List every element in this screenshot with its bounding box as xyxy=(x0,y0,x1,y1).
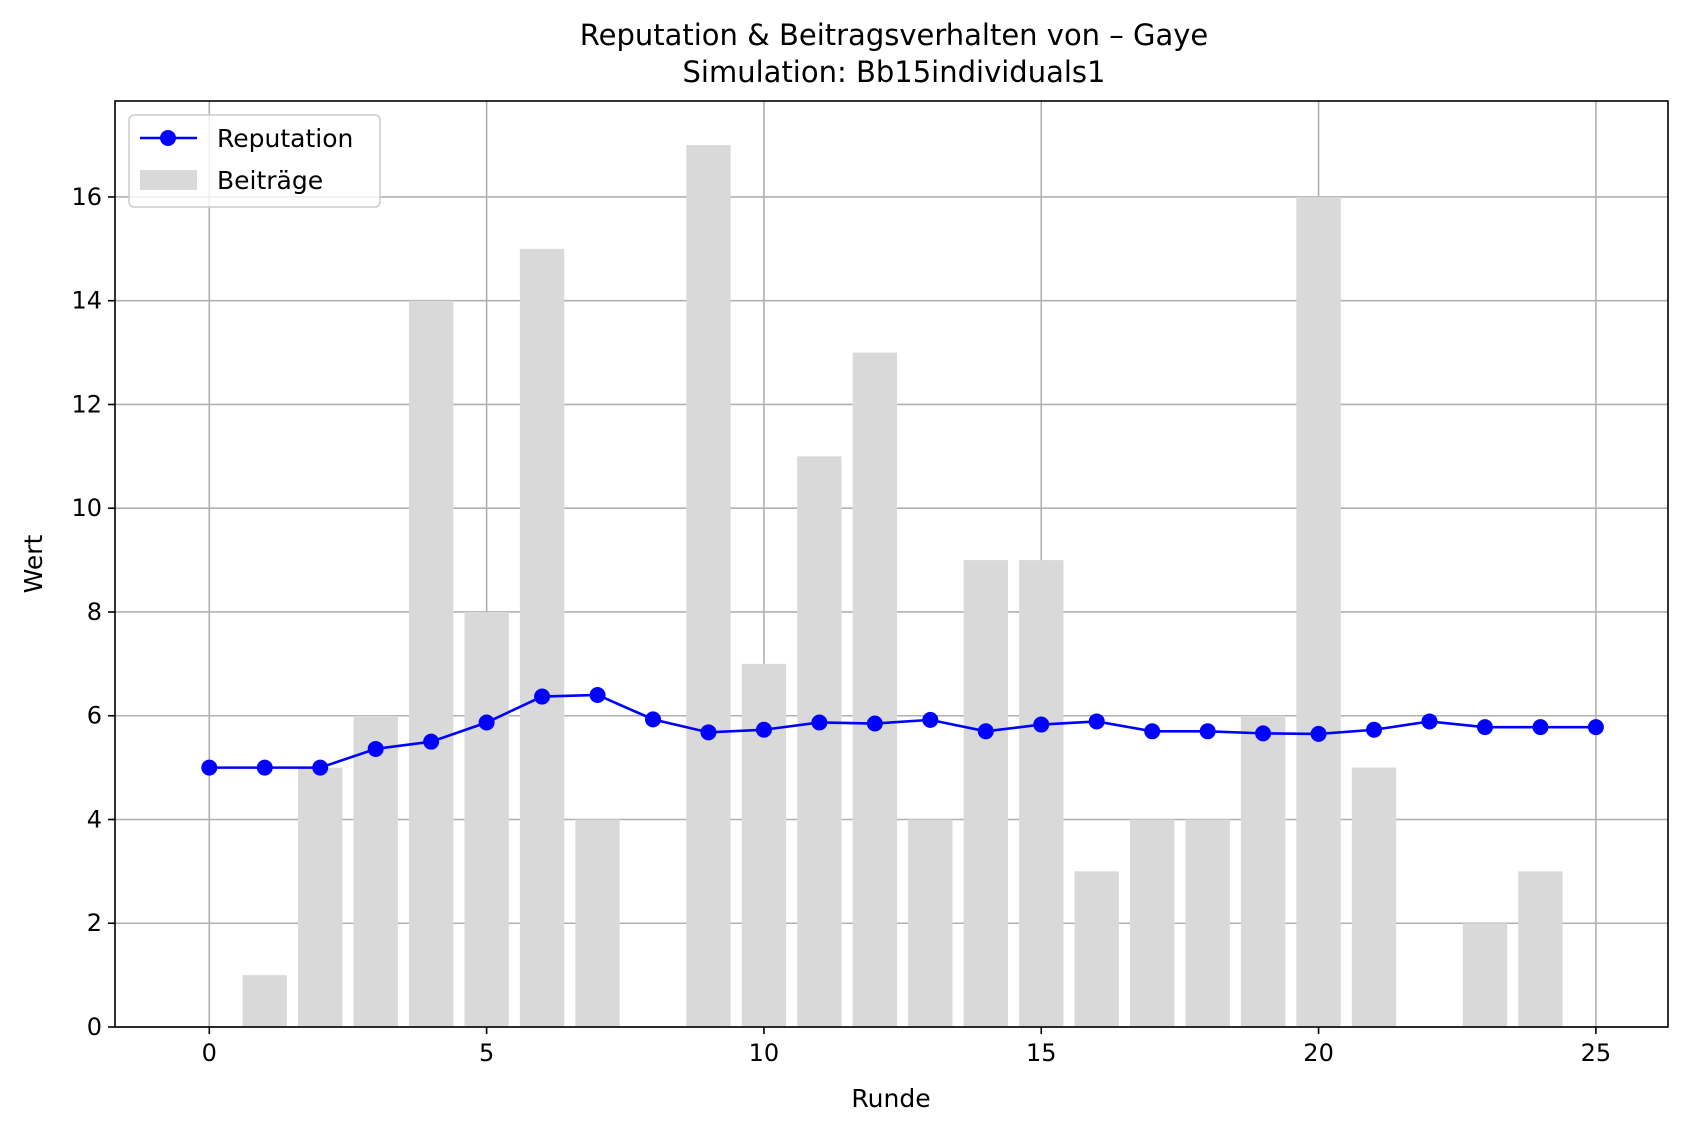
bar-beitraege xyxy=(908,819,953,1027)
reputation-point xyxy=(367,740,384,757)
bar-beitraege xyxy=(408,300,454,1028)
bar-beitraege xyxy=(575,819,620,1027)
reputation-point xyxy=(755,721,772,738)
y-tick-label: 6 xyxy=(87,702,102,730)
bar-beitraege xyxy=(686,145,731,1028)
bar-beitraege xyxy=(1185,819,1230,1027)
x-tick-label: 0 xyxy=(202,1039,217,1067)
x-axis-label: Runde xyxy=(851,1084,930,1113)
bar-beitraege xyxy=(741,663,787,1027)
reputation-point xyxy=(423,733,440,750)
y-tick-label: 14 xyxy=(71,287,102,315)
legend-beitraege-swatch xyxy=(140,170,197,190)
reputation-point xyxy=(645,711,662,728)
bar-beitraege xyxy=(519,248,565,1027)
bar-beitraege xyxy=(852,352,898,1027)
reputation-point xyxy=(700,724,717,741)
bar-beitraege xyxy=(1240,715,1286,1027)
legend-reputation-marker xyxy=(160,130,176,146)
y-tick-label: 2 xyxy=(87,909,102,937)
bar-beitraege xyxy=(797,456,842,1028)
chart-subtitle: Simulation: Bb15individuals1 xyxy=(683,55,1106,89)
x-tick-label: 5 xyxy=(479,1039,494,1067)
reputation-point xyxy=(1144,723,1161,740)
x-tick-label: 15 xyxy=(1026,1039,1057,1067)
y-axis-ticks: 0 2 4 6 8 10 12 14 16 xyxy=(71,183,115,1041)
x-tick-label: 25 xyxy=(1581,1039,1612,1067)
reputation-point xyxy=(201,759,218,776)
legend-reputation-label: Reputation xyxy=(217,124,353,153)
reputation-point xyxy=(1199,723,1216,740)
reputation-point xyxy=(1088,713,1105,730)
bar-beitraege xyxy=(242,975,287,1027)
reputation-point xyxy=(811,714,828,731)
line-reputation xyxy=(201,686,1604,776)
bar-beitraege xyxy=(1351,767,1397,1027)
bar-beitraege xyxy=(464,611,509,1027)
y-tick-label: 8 xyxy=(87,598,102,626)
bars-beitraege xyxy=(242,145,1563,1028)
reputation-point xyxy=(1033,716,1050,733)
bar-beitraege xyxy=(1462,923,1508,1027)
y-tick-label: 0 xyxy=(87,1013,102,1041)
y-tick-label: 16 xyxy=(71,183,102,211)
reputation-point xyxy=(1366,721,1383,738)
x-tick-label: 20 xyxy=(1303,1039,1334,1067)
plot-frame xyxy=(114,100,1669,1028)
reputation-point xyxy=(922,711,939,728)
bar-beitraege xyxy=(1074,871,1119,1027)
reputation-point xyxy=(589,686,606,703)
x-tick-label: 10 xyxy=(749,1039,780,1067)
reputation-point xyxy=(1587,719,1604,736)
reputation-point xyxy=(866,715,883,732)
y-tick-label: 10 xyxy=(71,494,102,522)
bar-beitraege xyxy=(353,715,398,1027)
reputation-point xyxy=(534,688,551,705)
reputation-point xyxy=(1532,719,1549,736)
bar-beitraege xyxy=(1129,819,1175,1027)
bar-beitraege xyxy=(1296,196,1341,1027)
reputation-point xyxy=(312,759,329,776)
reputation-point xyxy=(256,759,273,776)
reputation-line xyxy=(209,693,1596,769)
bar-beitraege xyxy=(963,560,1008,1027)
reputation-point xyxy=(1255,725,1272,742)
reputation-point xyxy=(1421,713,1438,730)
reputation-point xyxy=(1476,719,1493,736)
reputation-point xyxy=(478,714,495,731)
legend-beitraege-label: Beiträge xyxy=(217,166,323,195)
y-tick-label: 12 xyxy=(71,390,102,418)
bar-beitraege xyxy=(298,767,343,1027)
bar-beitraege xyxy=(1019,560,1064,1027)
y-axis-label: Wert xyxy=(19,534,48,593)
bar-beitraege xyxy=(1518,871,1563,1027)
legend: Reputation Beiträge xyxy=(128,114,381,208)
x-axis-ticks: 0 5 10 15 20 25 xyxy=(202,1027,1612,1067)
y-tick-label: 4 xyxy=(87,805,102,833)
chart-title: Reputation & Beitragsverhalten von – Gay… xyxy=(580,18,1209,52)
reputation-point xyxy=(1310,725,1327,742)
reputation-point xyxy=(977,723,994,740)
